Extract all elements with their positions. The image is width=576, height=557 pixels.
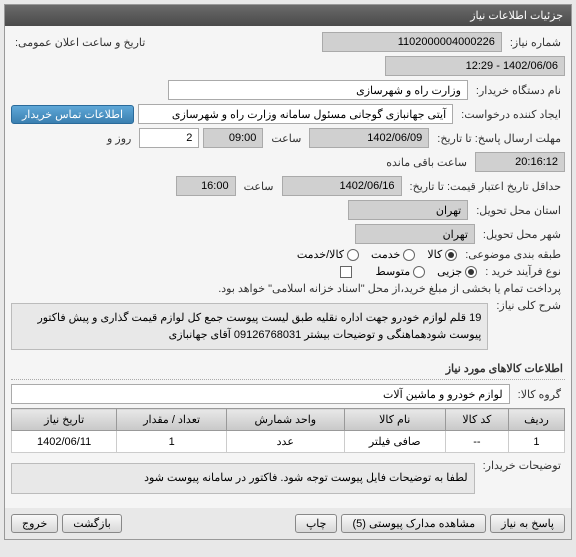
col-code: کد کالا: [445, 409, 508, 431]
radio-med[interactable]: متوسط: [376, 265, 426, 278]
buyer-org-label: نام دستگاه خریدار:: [472, 84, 565, 97]
deliv-city-value: تهران: [355, 224, 475, 244]
buyer-note-label: توضیحات خریدار:: [479, 459, 565, 472]
table-row[interactable]: 1 -- صافی فیلتر عدد 1 1402/06/11: [12, 431, 565, 453]
row-creator: ایجاد کننده درخواست: آیتی جهانبازی گوجان…: [11, 104, 565, 124]
row-valid: حداقل تاریخ اعتبار قیمت: تا تاریخ: 1402/…: [11, 176, 565, 196]
footer-buttons: پاسخ به نیاز مشاهده مدارک پیوستی (5) چاپ…: [5, 508, 571, 539]
pay-note: پرداخت تمام یا بخشی از مبلغ خرید،از محل …: [214, 282, 565, 295]
row-deliv-city: شهر محل تحویل: تهران: [11, 224, 565, 244]
category-radios: کالا خدمت کالا/خدمت: [297, 248, 457, 261]
back-button[interactable]: بازگشت: [62, 514, 122, 533]
radio-goods-circle: [445, 249, 457, 261]
items-section-title: اطلاعات کالاهای مورد نیاز: [11, 358, 565, 380]
row-category: طبقه بندی موضوعی: کالا خدمت کالا/خدمت: [11, 248, 565, 261]
items-table: ردیف کد کالا نام کالا واحد شمارش تعداد /…: [11, 408, 565, 453]
number-label: شماره نیاز:: [506, 36, 565, 49]
row-buyer-note: توضیحات خریدار: لطفا به توضیحات فایل پیو…: [11, 459, 565, 498]
category-label: طبقه بندی موضوعی:: [461, 248, 565, 261]
print-button[interactable]: چاپ: [295, 514, 338, 533]
radio-low-label: جزیی: [437, 265, 462, 278]
cell-row: 1: [508, 431, 564, 453]
col-qty: تعداد / مقدار: [117, 409, 227, 431]
col-row: ردیف: [508, 409, 564, 431]
radio-med-circle: [413, 266, 425, 278]
radio-service-circle: [403, 249, 415, 261]
remain-value: 20:16:12: [475, 152, 565, 172]
cell-unit: عدد: [226, 431, 344, 453]
buyer-note-value: لطفا به توضیحات فایل پیوست توجه شود. فاک…: [11, 463, 475, 494]
radio-goods-service-circle: [347, 249, 359, 261]
process-radios: جزیی متوسط: [376, 265, 478, 278]
valid-time: 16:00: [176, 176, 236, 196]
cell-code: --: [445, 431, 508, 453]
cell-name: صافی فیلتر: [344, 431, 445, 453]
cell-qty: 1: [117, 431, 227, 453]
creator-value: آیتی جهانبازی گوجانی مسئول سامانه وزارت …: [138, 104, 453, 124]
req-city-value: تهران: [348, 200, 468, 220]
radio-goods[interactable]: کالا: [427, 248, 457, 261]
radio-goods-label: کالا: [427, 248, 442, 261]
panel-title: جزئیات اطلاعات نیاز: [5, 5, 571, 26]
radio-goods-service[interactable]: کالا/خدمت: [297, 248, 359, 261]
deadline-date: 1402/06/09: [309, 128, 429, 148]
desc-label: شرح کلی نیاز:: [492, 299, 565, 312]
col-name: نام کالا: [344, 409, 445, 431]
reply-button[interactable]: پاسخ به نیاز: [490, 514, 565, 533]
pubdate-value: 1402/06/06 - 12:29: [385, 56, 565, 76]
panel-body: شماره نیاز: 1102000004000226 تاریخ و ساع…: [5, 26, 571, 508]
row-deadline: مهلت ارسال پاسخ: تا تاریخ: 1402/06/09 سا…: [11, 128, 565, 172]
buyer-org-value: وزارت راه و شهرسازی: [168, 80, 468, 100]
row-process: نوع فرآیند خرید : جزیی متوسط پرداخت تمام…: [11, 265, 565, 295]
creator-label: ایجاد کننده درخواست:: [457, 108, 565, 121]
group-value: لوازم خودرو و ماشین آلات: [11, 384, 510, 404]
col-date: تاریخ نیاز: [12, 409, 117, 431]
number-value: 1102000004000226: [322, 32, 502, 52]
deadline-time-label: ساعت: [267, 132, 305, 145]
deadline-time: 09:00: [203, 128, 263, 148]
contact-button[interactable]: اطلاعات تماس خریدار: [11, 105, 134, 124]
row-req-city: استان محل تحویل: تهران: [11, 200, 565, 220]
row-group: گروه کالا: لوازم خودرو و ماشین آلات: [11, 384, 565, 404]
pay-checkbox[interactable]: [340, 266, 352, 278]
main-panel: جزئیات اطلاعات نیاز شماره نیاز: 11020000…: [4, 4, 572, 540]
process-label: نوع فرآیند خرید :: [481, 265, 565, 278]
radio-med-label: متوسط: [376, 265, 411, 278]
deliv-city-label: شهر محل تحویل:: [479, 228, 565, 241]
pubdate-label: تاریخ و ساعت اعلان عمومی:: [11, 36, 149, 49]
remain-label: ساعت باقی مانده: [382, 156, 471, 169]
table-header-row: ردیف کد کالا نام کالا واحد شمارش تعداد /…: [12, 409, 565, 431]
desc-value: 19 قلم لوازم خودرو جهت اداره نقلیه طبق ل…: [11, 303, 488, 350]
req-city-label: استان محل تحویل:: [472, 204, 565, 217]
days-value: 2: [139, 128, 199, 148]
row-number: شماره نیاز: 1102000004000226 تاریخ و ساع…: [11, 32, 565, 76]
group-label: گروه کالا:: [514, 388, 565, 401]
col-unit: واحد شمارش: [226, 409, 344, 431]
exit-button[interactable]: خروج: [11, 514, 58, 533]
radio-service[interactable]: خدمت: [371, 248, 415, 261]
radio-service-label: خدمت: [371, 248, 400, 261]
days-label: روز و: [103, 132, 135, 145]
radio-low[interactable]: جزیی: [437, 265, 477, 278]
radio-low-circle: [465, 266, 477, 278]
attach-label: مشاهده مدارک پیوستی: [369, 518, 475, 530]
valid-date: 1402/06/16: [282, 176, 402, 196]
valid-time-label: ساعت: [240, 180, 278, 193]
deadline-label: مهلت ارسال پاسخ: تا تاریخ:: [433, 132, 565, 145]
valid-label: حداقل تاریخ اعتبار قیمت: تا تاریخ:: [406, 180, 565, 193]
cell-date: 1402/06/11: [12, 431, 117, 453]
attach-count: (5): [352, 518, 365, 530]
row-desc: شرح کلی نیاز: 19 قلم لوازم خودرو جهت ادا…: [11, 299, 565, 354]
attach-button[interactable]: مشاهده مدارک پیوستی (5): [341, 514, 486, 533]
radio-goods-service-label: کالا/خدمت: [297, 248, 344, 261]
row-buyer-org: نام دستگاه خریدار: وزارت راه و شهرسازی: [11, 80, 565, 100]
